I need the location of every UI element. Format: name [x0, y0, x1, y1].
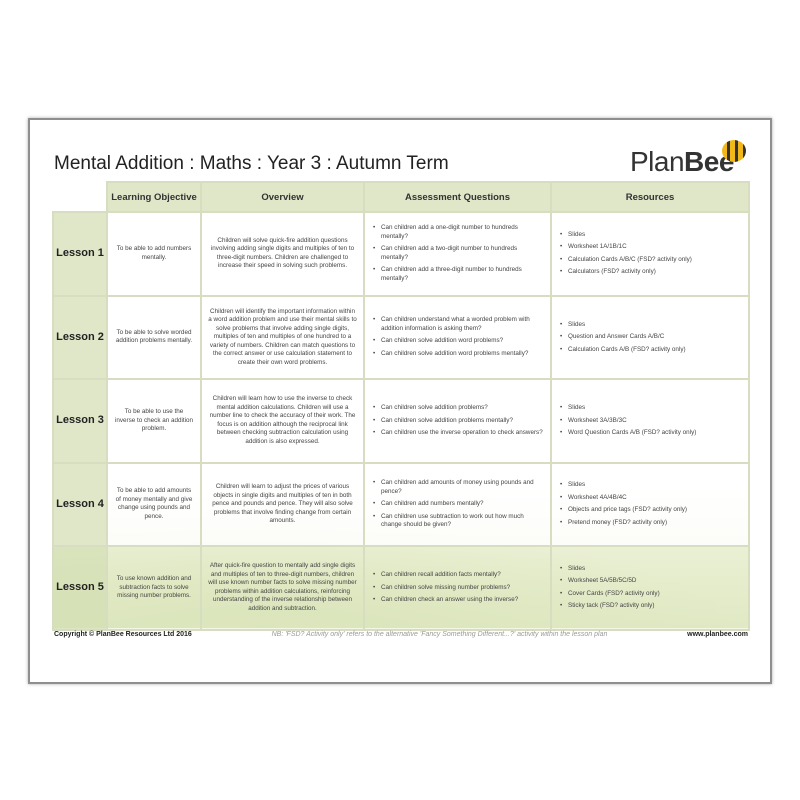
resource-item: Question and Answer Cards A/B/C [558, 333, 742, 342]
resources: Slides Question and Answer Cards A/B/C Cal… [550, 294, 750, 380]
resource-item: Worksheet 3A/3B/3C [558, 417, 742, 426]
overview: Children will learn to adjust the prices… [200, 461, 365, 547]
question-item: Can children use subtraction to work out… [371, 513, 544, 530]
resource-item: Cover Cards (FSD? activity only) [558, 590, 742, 599]
question-item: Can children use the inverse operation t… [371, 429, 544, 438]
lesson-label: Lesson 1 [52, 211, 108, 297]
question-item: Can children add a two-digit number to h… [371, 245, 544, 262]
assessment-questions: Can children understand what a worded pr… [363, 294, 552, 380]
learning-objective: To be able to solve worded addition prob… [106, 294, 202, 380]
lesson-label: Lesson 3 [52, 378, 108, 464]
copyright: Copyright © PlanBee Resources Ltd 2016 [54, 631, 192, 638]
resource-item: Calculation Cards A/B/C (FSD? activity o… [558, 256, 742, 265]
resource-item: Slides [558, 481, 742, 490]
resource-item: Slides [558, 404, 742, 413]
lesson-label: Lesson 4 [52, 461, 108, 547]
question-item: Can children recall addition facts menta… [371, 571, 544, 580]
assessment-questions: Can children add a one-digit number to h… [363, 211, 552, 297]
assessment-questions: Can children solve addition problems? Can… [363, 378, 552, 464]
lesson-row: Lesson 2 To be able to solve worded addi… [52, 294, 750, 380]
lesson-plan-table: Learning Objective Overview Assessment Q… [52, 181, 750, 631]
header-learning-objective: Learning Objective [106, 181, 202, 213]
corner-cell [53, 182, 108, 213]
question-item: Can children understand what a worded pr… [371, 316, 544, 333]
question-item: Can children add amounts of money using … [371, 479, 544, 496]
question-item: Can children solve addition word problem… [371, 350, 544, 359]
resources: Slides Worksheet 3A/3B/3C Word Question Ca… [550, 378, 750, 464]
resource-item: Worksheet 1A/1B/1C [558, 243, 742, 252]
question-item: Can children solve addition problems? [371, 404, 544, 413]
overview: Children will solve quick-fire addition … [200, 211, 365, 297]
lesson-row: Lesson 3 To be able to use the inverse t… [52, 378, 750, 464]
resource-item: Objects and price tags (FSD? activity on… [558, 506, 742, 515]
overview: After quick-fire question to mentally ad… [200, 545, 365, 631]
resources: Slides Worksheet 5A/5B/5C/5D Cover Cards (… [550, 545, 750, 631]
page-title: Mental Addition : Maths : Year 3 : Autum… [54, 153, 449, 174]
header-assessment-questions: Assessment Questions [363, 181, 552, 213]
question-item: Can children solve missing number proble… [371, 584, 544, 593]
resource-item: Pretend money (FSD? activity only) [558, 519, 742, 528]
question-item: Can children add a three-digit number to… [371, 266, 544, 283]
website-link[interactable]: www.planbee.com [687, 631, 748, 638]
question-item: Can children solve addition word problem… [371, 337, 544, 346]
learning-objective: To use known addition and subtraction fa… [106, 545, 202, 631]
question-item: Can children add a one-digit number to h… [371, 224, 544, 241]
lesson-label: Lesson 2 [52, 294, 108, 380]
question-item: Can children solve addition problems men… [371, 417, 544, 426]
overview: Children will learn how to use the inver… [200, 378, 365, 464]
resource-item: Worksheet 5A/5B/5C/5D [558, 577, 742, 586]
footer: Copyright © PlanBee Resources Ltd 2016 N… [54, 631, 748, 638]
lesson-row: Lesson 1 To be able to add numbers menta… [52, 211, 750, 297]
bee-icon [722, 140, 746, 162]
question-item: Can children check an answer using the i… [371, 596, 544, 605]
planbee-logo: PlanBee [630, 146, 734, 177]
resource-item: Worksheet 4A/4B/4C [558, 494, 742, 503]
resource-item: Calculation Cards A/B (FSD? activity onl… [558, 346, 742, 355]
assessment-questions: Can children recall addition facts menta… [363, 545, 552, 631]
header-overview: Overview [200, 181, 365, 213]
fsd-note: NB: 'FSD? Activity only' refers to the a… [271, 631, 608, 638]
lesson-label: Lesson 5 [52, 545, 108, 631]
lesson-row: Lesson 4 To be able to add amounts of mo… [52, 461, 750, 547]
lesson-row: Lesson 5 To use known addition and subtr… [52, 545, 750, 631]
question-item: Can children add numbers mentally? [371, 500, 544, 509]
resource-item: Slides [558, 565, 742, 574]
learning-objective: To be able to add amounts of money menta… [106, 461, 202, 547]
resource-item: Slides [558, 231, 742, 240]
overview: Children will identify the important inf… [200, 294, 365, 380]
assessment-questions: Can children add amounts of money using … [363, 461, 552, 547]
resource-item: Calculators (FSD? activity only) [558, 268, 742, 277]
resources: Slides Worksheet 4A/4B/4C Objects and pric… [550, 461, 750, 547]
resource-item: Slides [558, 321, 742, 330]
resources: Slides Worksheet 1A/1B/1C Calculation Card… [550, 211, 750, 297]
resource-item: Sticky tack (FSD? activity only) [558, 602, 742, 611]
learning-objective: To be able to add numbers mentally. [106, 211, 202, 297]
resource-item: Word Question Cards A/B (FSD? activity o… [558, 429, 742, 438]
learning-objective: To be able to use the inverse to check a… [106, 378, 202, 464]
header-resources: Resources [550, 181, 750, 213]
